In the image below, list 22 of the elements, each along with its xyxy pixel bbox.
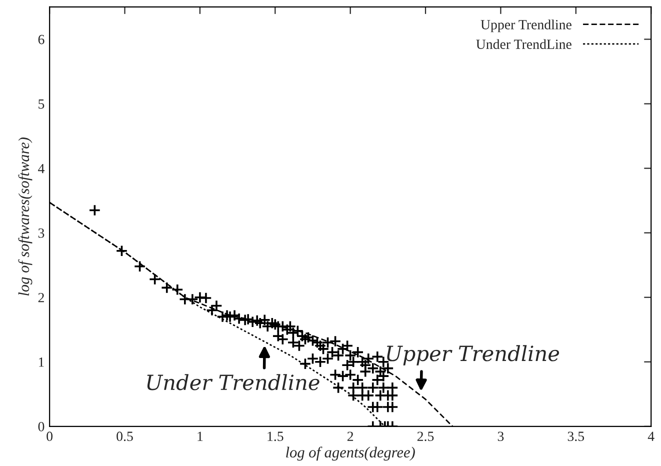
x-tick-label: 2.5	[417, 432, 434, 442]
legend-label: Upper Trendline	[480, 20, 572, 32]
x-tick-label: 4	[648, 432, 654, 441]
y-tick-label: 4	[38, 164, 44, 174]
legend-label: Under TrendLine	[476, 39, 572, 49]
x-tick-label: 3.5	[568, 432, 584, 442]
x-tick-label: 2	[347, 432, 354, 441]
y-tick-label: 0	[38, 422, 44, 432]
x-axis-title: log of agents(degree)	[286, 446, 415, 461]
y-tick-label: 3	[38, 228, 44, 238]
x-tick-label: 0.5	[116, 432, 133, 442]
y-axis-title: log of softwares(software)	[18, 138, 32, 296]
y-tick-label: 2	[38, 292, 44, 302]
x-tick-label: 3	[498, 432, 504, 442]
x-tick-label: 1.5	[268, 432, 284, 442]
y-tick-label: 1	[38, 358, 44, 367]
x-tick-label: 0	[46, 432, 53, 442]
x-tick-label: 1	[198, 432, 203, 441]
y-tick-label: 6	[38, 34, 44, 44]
y-tick-label: 5	[38, 100, 44, 109]
annotation: Under Trendline	[147, 374, 320, 390]
annotation: Upper Trendline	[387, 345, 560, 366]
